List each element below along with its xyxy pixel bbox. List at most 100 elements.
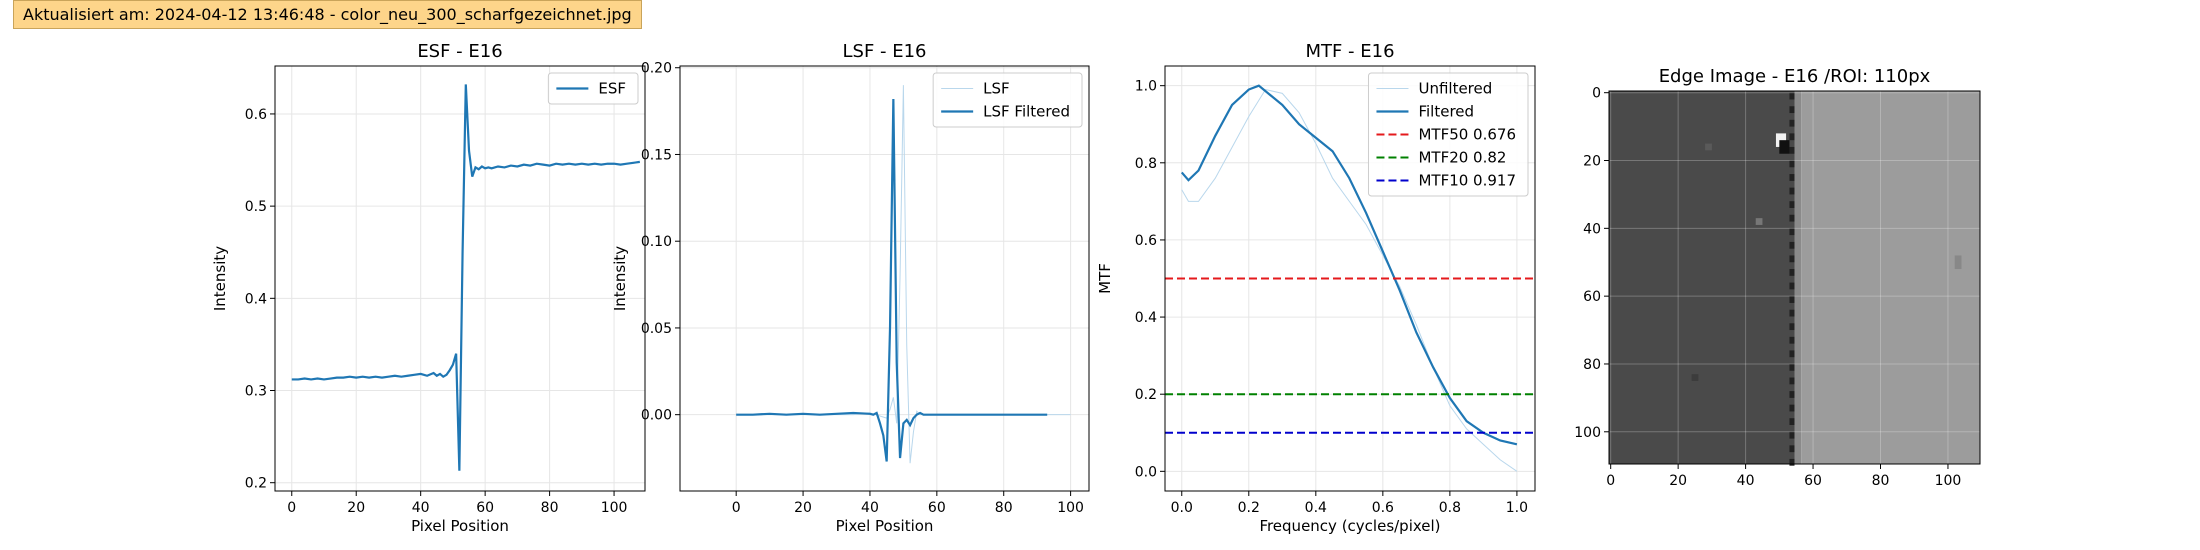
image-region — [1954, 255, 1962, 270]
y-tick-label: 20 — [1583, 154, 1601, 170]
image-region — [1789, 363, 1795, 371]
image-region — [1609, 91, 1795, 464]
image-region — [1789, 269, 1795, 276]
x-tick-label: 20 — [347, 500, 365, 516]
image-region — [1789, 119, 1795, 127]
legend-label: LSF Filtered — [983, 103, 1070, 121]
chart-title: MTF - E16 — [1305, 41, 1394, 62]
image-region — [1691, 374, 1699, 381]
image-region — [1789, 214, 1795, 222]
y-tick-label: 0 — [1592, 86, 1601, 102]
y-tick-label: 0.8 — [1135, 156, 1157, 172]
legend-label: MTF50 0.676 — [1418, 126, 1516, 144]
image-region — [1789, 323, 1795, 331]
y-tick-label: 0.10 — [641, 234, 672, 250]
image-region — [1779, 140, 1790, 154]
image-region — [1789, 282, 1795, 290]
image-region — [1789, 350, 1795, 358]
edge-image — [1609, 91, 1980, 466]
axes-frame — [1164, 65, 1536, 492]
y-tick-label: 0.5 — [245, 199, 267, 215]
y-tick-label: 80 — [1583, 357, 1601, 373]
x-tick-label: 60 — [476, 500, 494, 516]
image-region — [1789, 201, 1795, 208]
y-tick-label: 1.0 — [1135, 79, 1157, 95]
legend-label: ESF — [598, 80, 626, 98]
image-region — [1789, 174, 1795, 181]
series-line — [736, 98, 1048, 462]
image-region — [1789, 431, 1795, 439]
y-axis-label: MTF — [1096, 263, 1114, 294]
image-region — [1789, 241, 1795, 249]
y-tick-label: 100 — [1574, 425, 1601, 441]
image-region — [1789, 160, 1795, 168]
x-tick-label: 100 — [601, 500, 628, 516]
chart-title: Edge Image - E16 /ROI: 110px — [1659, 66, 1931, 87]
image-region — [1789, 228, 1795, 236]
legend: LSF LSF Filtered — [941, 80, 1070, 121]
image-region — [1789, 404, 1795, 412]
series-line — [1181, 88, 1518, 472]
x-tick-label: 100 — [1935, 473, 1962, 489]
x-tick-label: 0.0 — [1171, 500, 1193, 516]
x-tick-label: 0.8 — [1439, 500, 1461, 516]
x-tick-label: 100 — [1057, 500, 1084, 516]
legend-label: Filtered — [1418, 103, 1474, 121]
x-tick-label: 80 — [995, 500, 1013, 516]
axes-frame — [1608, 90, 1981, 465]
image-region — [1789, 133, 1795, 141]
y-tick-label: 40 — [1583, 221, 1601, 237]
legend-box — [547, 72, 639, 105]
legend-box — [1367, 72, 1529, 197]
chart-title: LSF - E16 — [842, 41, 926, 62]
x-tick-label: 0.4 — [1305, 500, 1327, 516]
legend-box — [932, 72, 1083, 128]
image-region — [1789, 445, 1795, 453]
y-tick-label: 0.4 — [1135, 310, 1157, 326]
x-tick-label: 40 — [861, 500, 879, 516]
series-line — [291, 84, 640, 471]
image-region — [1794, 91, 1802, 464]
image-region — [1789, 309, 1795, 317]
y-tick-label: 0.6 — [245, 107, 267, 123]
legend: ESF — [556, 80, 626, 98]
legend: Unfiltered Filtered MTF50 0.676 MTF20 0.82 M… — [1376, 80, 1516, 190]
x-tick-label: 60 — [1804, 473, 1822, 489]
y-tick-label: 0.2 — [1135, 387, 1157, 403]
image-region — [1789, 146, 1795, 154]
y-tick-label: 0.20 — [641, 61, 672, 77]
image-region — [1789, 458, 1795, 466]
image-region — [1789, 391, 1795, 398]
y-tick-label: 0.05 — [641, 321, 672, 337]
x-tick-label: 0 — [1606, 473, 1615, 489]
image-region — [1755, 218, 1763, 225]
image-region — [1705, 143, 1712, 151]
x-tick-label: 80 — [1872, 473, 1890, 489]
image-region — [1789, 296, 1795, 303]
image-region — [1789, 377, 1795, 385]
image-region — [1789, 187, 1795, 195]
y-tick-label: 0.00 — [641, 408, 672, 424]
x-tick-label: 0.6 — [1372, 500, 1394, 516]
series-line — [1180, 84, 1518, 446]
x-axis-label: Frequency (cycles/pixel) — [1259, 517, 1440, 535]
x-tick-label: 80 — [541, 500, 559, 516]
x-axis-label: Pixel Position — [411, 517, 509, 535]
x-tick-label: 20 — [794, 500, 812, 516]
x-tick-label: 40 — [412, 500, 430, 516]
image-region — [1789, 106, 1795, 114]
legend-label: Unfiltered — [1418, 80, 1492, 98]
y-tick-label: 0.3 — [245, 384, 267, 400]
legend-label: LSF — [983, 80, 1010, 98]
y-axis-label: Intensity — [211, 246, 229, 311]
banner: Aktualisiert am: 2024-04-12 13:46:48 - c… — [13, 0, 642, 29]
axes-frame — [679, 65, 1090, 492]
x-tick-label: 20 — [1669, 473, 1687, 489]
chart-title: ESF - E16 — [417, 41, 502, 62]
y-axis-label: Intensity — [611, 246, 629, 311]
y-tick-label: 0.6 — [1135, 233, 1157, 249]
y-tick-label: 0.0 — [1135, 464, 1157, 480]
x-tick-label: 40 — [1737, 473, 1755, 489]
